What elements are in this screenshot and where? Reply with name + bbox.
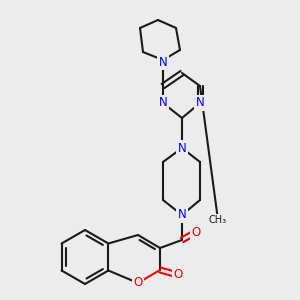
Text: N: N	[159, 56, 167, 68]
Text: N: N	[159, 97, 167, 110]
Text: N: N	[178, 208, 186, 221]
Text: N: N	[178, 142, 186, 154]
Text: O: O	[191, 226, 201, 238]
Text: O: O	[134, 277, 142, 290]
Text: O: O	[173, 268, 183, 281]
Text: CH₃: CH₃	[209, 215, 227, 225]
Text: N: N	[196, 97, 204, 110]
